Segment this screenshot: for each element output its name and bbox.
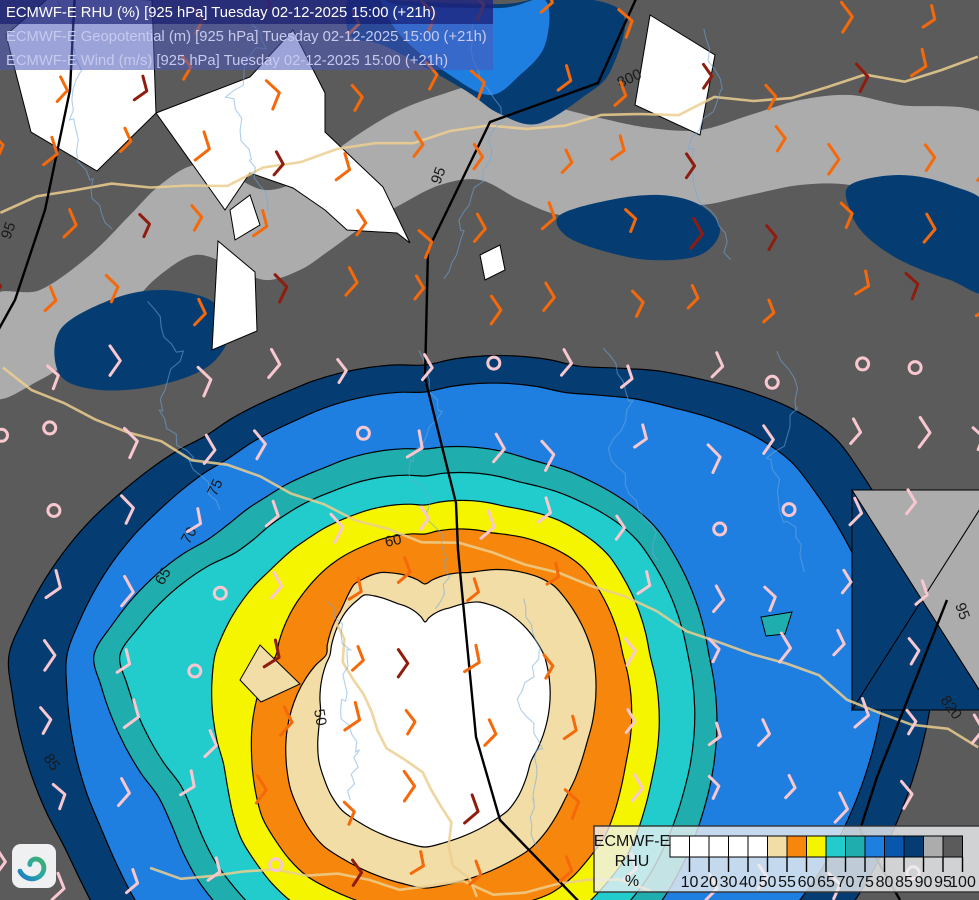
- svg-text:50: 50: [759, 874, 777, 891]
- svg-text:30: 30: [720, 874, 738, 891]
- svg-text:40: 40: [739, 874, 757, 891]
- svg-text:ECMWF-E RHU (%) [925 hPa] Tues: ECMWF-E RHU (%) [925 hPa] Tuesday 02-12-…: [6, 5, 436, 21]
- svg-text:70: 70: [837, 874, 855, 891]
- svg-text:65: 65: [817, 874, 835, 891]
- svg-text:10: 10: [681, 874, 699, 891]
- svg-text:ECMWF-E Geopotential (m) [925: ECMWF-E Geopotential (m) [925 hPa] Tuesd…: [6, 29, 487, 45]
- svg-text:55: 55: [778, 874, 796, 891]
- svg-text:ECMWF-E: ECMWF-E: [594, 833, 670, 850]
- svg-text:50: 50: [310, 708, 330, 727]
- svg-text:100: 100: [949, 874, 976, 891]
- svg-text:ECMWF-E Wind (m/s) [925 hPa] T: ECMWF-E Wind (m/s) [925 hPa] Tuesday 02-…: [6, 53, 448, 69]
- svg-text:%: %: [625, 873, 639, 890]
- svg-text:20: 20: [700, 874, 718, 891]
- svg-text:60: 60: [383, 531, 403, 551]
- svg-text:85: 85: [895, 874, 913, 891]
- svg-text:60: 60: [798, 874, 816, 891]
- svg-text:80: 80: [876, 874, 894, 891]
- svg-text:75: 75: [856, 874, 874, 891]
- svg-text:RHU: RHU: [615, 853, 650, 870]
- svg-text:90: 90: [915, 874, 933, 891]
